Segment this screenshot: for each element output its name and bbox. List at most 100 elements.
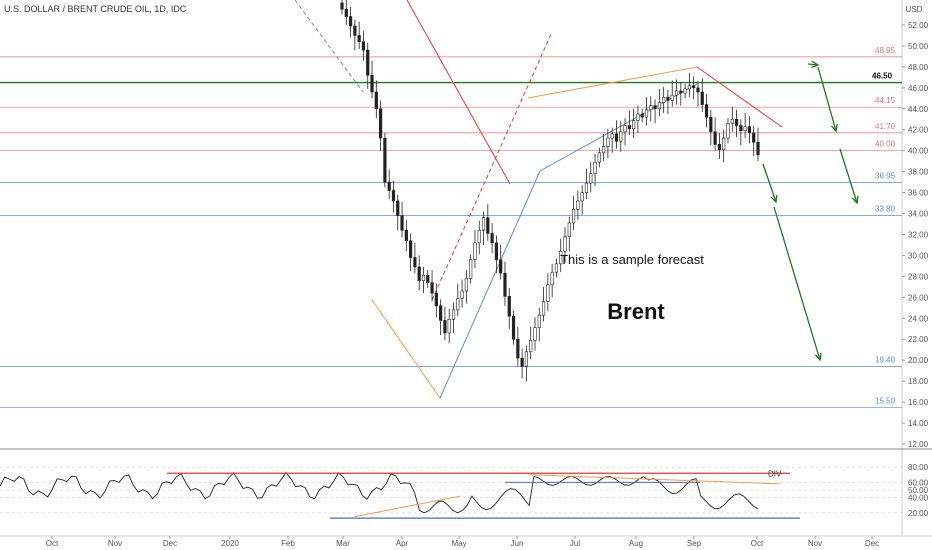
candle-body — [481, 217, 486, 231]
candle-body — [477, 229, 481, 244]
osc-div-label: DIV — [768, 469, 782, 478]
candle-body — [503, 272, 507, 297]
time-tick-label: Mar — [336, 539, 350, 548]
price-tick-label: 32.00 — [908, 230, 929, 239]
candle-body — [520, 357, 524, 367]
candle-body — [619, 131, 623, 142]
price-tick-label: 26.00 — [908, 293, 929, 302]
price-tick-label: 22.00 — [908, 335, 929, 344]
candle-body — [584, 182, 589, 193]
candle-body — [507, 295, 511, 317]
candle-body — [456, 298, 460, 311]
candle-body — [409, 240, 413, 258]
osc-line — [0, 471, 759, 514]
candle-body — [537, 314, 541, 329]
candle-body — [704, 104, 709, 118]
price-tick-label: 38.00 — [908, 168, 929, 177]
time-tick-label: Nov — [808, 539, 822, 548]
price-tick-label: 40.00 — [908, 147, 929, 156]
time-tick-label: Aug — [629, 539, 643, 548]
arrow-stub — [807, 63, 819, 66]
candle-body — [348, 16, 353, 27]
candle-body — [674, 90, 679, 96]
candle-body — [653, 105, 657, 110]
candle-body — [576, 200, 580, 210]
candle-body — [692, 85, 696, 89]
price-tick-label: 20.00 — [908, 356, 929, 365]
forecast-arrows — [762, 60, 859, 362]
arrow-stub-head — [811, 60, 820, 69]
candle-body — [460, 290, 464, 299]
level-label: 48.95 — [875, 46, 896, 55]
candle-body — [383, 137, 387, 183]
candle-body — [451, 309, 456, 320]
candle-body — [370, 74, 374, 93]
candle-body — [602, 146, 606, 154]
time-axis[interactable]: Oct Nov Dec 2020 Feb Mar Apr May Jun Jul Aug Sep Oct… — [46, 536, 879, 548]
candle-body — [340, 2, 344, 10]
candle-body — [636, 113, 640, 121]
time-tick-label: Feb — [281, 539, 295, 548]
candle-body — [649, 105, 653, 111]
arrow-down-2 — [773, 206, 821, 361]
time-tick-label: Jun — [511, 539, 524, 548]
price-tick-label: 44.00 — [908, 105, 929, 114]
level-label: 40.00 — [875, 140, 896, 149]
candle-body — [640, 113, 644, 118]
time-tick-label: Apr — [396, 539, 409, 548]
candle-body — [516, 338, 520, 359]
price-axis[interactable]: USD 52.00 50.00 48.00 46.00 44.00 42.00 40.00 38… — [902, 5, 929, 449]
candle-body — [559, 250, 563, 265]
candle-body — [434, 292, 438, 307]
price-tick-label: 52.00 — [908, 21, 929, 30]
candle-body — [610, 133, 614, 139]
candle-body — [486, 217, 490, 234]
candle-body — [567, 222, 571, 237]
candle-body — [580, 192, 584, 202]
price-tick-label: 42.00 — [908, 126, 929, 135]
candle-body — [739, 125, 743, 132]
candle-body — [413, 257, 417, 268]
level-label: 19.40 — [875, 355, 896, 364]
candle-body — [666, 96, 670, 101]
candle-body — [529, 339, 533, 353]
candle-body — [687, 85, 691, 90]
price-tick-label: 28.00 — [908, 272, 929, 281]
time-tick-label: Dec — [865, 539, 879, 548]
candle-body — [473, 242, 477, 260]
candle-body — [589, 173, 593, 184]
candle-body — [391, 190, 396, 202]
candle-body — [657, 102, 661, 110]
osc-orange-div — [529, 474, 781, 485]
candle-body — [417, 266, 421, 281]
arrow-down-4-head — [851, 195, 859, 205]
time-tick-label: Sep — [687, 539, 702, 548]
candle-body — [546, 284, 550, 302]
candle-body — [490, 233, 494, 244]
price-tick-label: 34.00 — [908, 210, 929, 219]
time-tick-label: Oct — [46, 539, 59, 548]
level-label: 44.15 — [875, 96, 896, 105]
level-label: 33.80 — [875, 205, 896, 214]
price-tick-label: 50.00 — [908, 42, 929, 51]
trendline-red-down — [406, 0, 511, 185]
arrow-down-4 — [839, 148, 858, 204]
candle-body — [439, 305, 443, 321]
level-label: 46.50 — [872, 72, 893, 81]
candle-body — [550, 271, 554, 286]
candle-body — [734, 118, 739, 126]
time-tick-label: Oct — [751, 539, 764, 548]
osc-tick-label: 20.00 — [908, 509, 929, 518]
price-tick-label: 14.00 — [908, 419, 929, 428]
candle-body — [404, 229, 408, 242]
candle-body — [554, 263, 559, 273]
candle-body — [464, 278, 468, 292]
price-tick-label: 30.00 — [908, 251, 929, 260]
candle-body — [747, 126, 752, 134]
candle-body — [430, 282, 434, 294]
price-tick-label: 12.00 — [908, 440, 929, 449]
candle-body — [533, 327, 537, 341]
candle-body — [614, 133, 619, 142]
